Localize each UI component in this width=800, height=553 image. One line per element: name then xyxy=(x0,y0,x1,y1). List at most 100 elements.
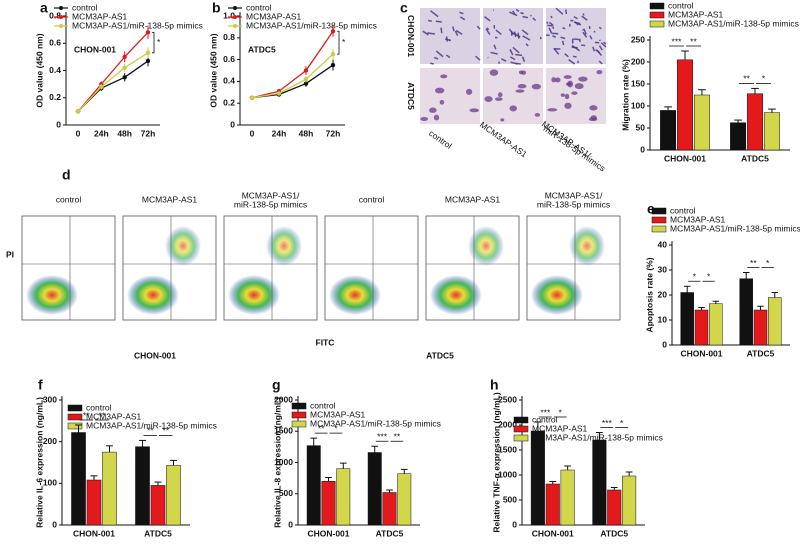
y-tick-label: 1000 xyxy=(498,469,517,479)
cell xyxy=(433,114,440,121)
cell xyxy=(547,108,558,112)
legend-swatch xyxy=(291,420,307,428)
legend-swatch xyxy=(649,20,665,28)
cell xyxy=(568,59,576,65)
cell xyxy=(444,38,451,42)
bar xyxy=(150,485,166,526)
x-tick-label: ATDC5 xyxy=(600,528,628,538)
y-tick-label: 50 xyxy=(636,122,646,132)
cell xyxy=(560,36,566,40)
cell xyxy=(573,38,581,41)
cell xyxy=(555,7,564,15)
legend-label: control xyxy=(310,400,336,410)
legend-label: control xyxy=(246,2,272,12)
significance: ** xyxy=(98,410,105,420)
y-axis-title: Apoptosis rate (%) xyxy=(644,257,654,332)
cell xyxy=(512,10,516,15)
cell xyxy=(455,29,463,36)
cell xyxy=(435,50,444,58)
y-tick-label: 10 xyxy=(658,314,668,324)
y-tick-label: 0 xyxy=(56,119,61,129)
cell xyxy=(484,96,493,102)
density xyxy=(26,275,78,315)
micrograph xyxy=(483,68,543,124)
y-tick-label: 0.6 xyxy=(49,38,61,48)
point xyxy=(145,50,151,55)
cell xyxy=(525,43,529,47)
x-tick-label: 48h xyxy=(299,128,314,138)
y-tick-label: 150 xyxy=(631,78,645,88)
density xyxy=(468,226,504,266)
significance: * xyxy=(693,272,697,282)
cell xyxy=(553,48,560,55)
panel-letter: b xyxy=(212,0,221,16)
density xyxy=(165,226,201,266)
x-tick-label: ATDC5 xyxy=(741,153,769,163)
significance: ** xyxy=(83,410,90,420)
significance: ** xyxy=(750,258,757,268)
x-tick-label: 24h xyxy=(94,128,109,138)
legend-marker xyxy=(233,24,237,28)
cell xyxy=(465,88,473,95)
y-axis-title: OD value (450 nm) xyxy=(34,33,44,107)
cell xyxy=(508,28,515,36)
cell xyxy=(598,60,603,65)
cell xyxy=(509,56,516,61)
cell xyxy=(517,84,527,89)
cell xyxy=(564,102,572,109)
bar xyxy=(730,122,747,151)
cell xyxy=(469,108,480,113)
bar xyxy=(622,475,637,526)
y-tick-label: 20 xyxy=(658,289,668,299)
y-axis-title: Relative IL-8 expression (ng/mL) xyxy=(272,397,282,528)
series-line xyxy=(251,53,334,99)
bar xyxy=(545,483,560,526)
y-tick-label: 0 xyxy=(52,519,57,529)
bar xyxy=(86,479,102,526)
legend-label: MCM3AP-AS1/miR-138-5p mimics xyxy=(668,18,799,28)
cell xyxy=(603,41,607,45)
bar xyxy=(382,492,397,526)
y-tick-label: 0.8 xyxy=(223,32,235,42)
legend-label: MCM3AP-AS1/miR-138-5p mimics xyxy=(670,223,800,233)
legend-label: MCM3AP-AS1 xyxy=(668,9,724,19)
significance: ** xyxy=(394,432,401,442)
significance: ** xyxy=(690,36,697,46)
cell xyxy=(512,46,520,54)
legend-marker xyxy=(59,24,63,28)
point xyxy=(145,58,151,64)
cell xyxy=(515,8,520,13)
bar xyxy=(694,309,709,346)
x-tick-label: CHON-001 xyxy=(680,348,722,358)
cell xyxy=(576,60,580,64)
legend-label: MCM3AP-AS1/miR-138-5p mimics xyxy=(246,20,377,30)
cell xyxy=(440,27,443,34)
bar xyxy=(747,93,763,151)
cell xyxy=(561,40,565,46)
micrograph xyxy=(420,68,480,124)
cell xyxy=(562,27,566,30)
y-tick-label: 0.4 xyxy=(49,65,61,75)
y-tick-label: 100 xyxy=(631,100,645,110)
x-tick-label: 48h xyxy=(117,128,132,138)
cell xyxy=(548,27,553,34)
cell xyxy=(566,82,572,86)
density xyxy=(531,275,583,315)
point xyxy=(145,30,151,35)
cell xyxy=(475,55,481,61)
y-tick-label: 0.8 xyxy=(49,10,61,20)
legend-label: MCM3AP-AS1 xyxy=(72,11,128,21)
legend-label: control xyxy=(86,402,112,412)
bar xyxy=(739,278,753,346)
y-tick-label: 500 xyxy=(279,488,293,498)
cell xyxy=(582,31,588,38)
legend-label: control xyxy=(670,205,696,215)
column-label: control xyxy=(359,194,385,204)
point xyxy=(330,51,336,57)
y-axis-title: Relative IL-6 expression (ng/mL) xyxy=(34,397,44,528)
point xyxy=(303,77,309,82)
y-tick-label: 2000 xyxy=(498,419,517,429)
panel-letter: a xyxy=(40,0,48,16)
column-label: miR-138-5p mimics xyxy=(234,199,307,209)
legend-label: MCM3AP-AS1 xyxy=(86,411,142,421)
